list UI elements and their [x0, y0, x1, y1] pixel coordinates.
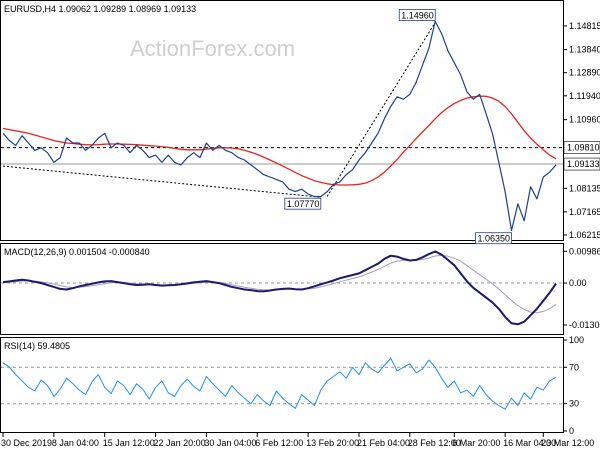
x-tick-label: 15 Jan 12:00 [103, 438, 155, 448]
price-label-box [563, 157, 600, 171]
macd-label: MACD(12,26,9) 0.001504 -0.000840 [4, 247, 150, 257]
macd-axis-tick-label: 0.009862 [569, 246, 600, 256]
trend-line [2, 165, 321, 198]
macd-series-line [2, 250, 557, 326]
price-axis-tick-label: 1.07165 [569, 207, 600, 217]
x-tick-label: 13 Feb 20:00 [306, 438, 359, 448]
macd-panel-frame [0, 243, 564, 335]
annotation-label: 1.07770 [287, 199, 320, 209]
rsi-label: RSI(14) 59.4805 [4, 341, 70, 351]
annotation-box [398, 9, 436, 21]
price-axis-tick-label: 1.14815 [569, 21, 600, 31]
price-header: EURUSD,H4 1.09062 1.09289 1.08969 1.0913… [4, 4, 196, 14]
x-tick-label: 30 Jan 04:00 [204, 438, 256, 448]
x-tick-label: 16 Mar 04:00 [503, 438, 556, 448]
price-layer: 1.14815 1.13840 1.12890 1.11940 1.10960 1.081… [1, 9, 600, 245]
macd-axis-tick-label: -0.013002 [569, 320, 600, 330]
x-tick-label: 22 Jan 20:00 [154, 438, 206, 448]
x-tick-label: 28 Feb 12:00 [408, 438, 461, 448]
annotation-label: 1.06350 [478, 234, 511, 244]
ma-series-line [2, 95, 557, 186]
rsi-axis-tick-label: 100 [569, 335, 584, 345]
price-axis-tick-label: 1.08135 [569, 183, 600, 193]
price-axis-tick-label: 1.12890 [569, 68, 600, 78]
rsi-axis-tick-label: 70 [569, 362, 579, 372]
macd-axis-tick-label: 0.00 [569, 278, 587, 288]
macd-layer: 0.009862 0.00 -0.013002 [1, 246, 600, 330]
price-axis-tick-label: 1.10960 [569, 115, 600, 125]
x-tick-label: 30 Dec 2019 [1, 438, 52, 448]
rsi-panel-frame [0, 337, 564, 433]
rsi-series-line [2, 357, 557, 410]
annotation-label: 1.14960 [401, 10, 434, 20]
x-tick-label: 6 Mar 20:00 [452, 438, 500, 448]
x-tick-label: 21 Feb 04:00 [357, 438, 410, 448]
price-label-box [563, 141, 600, 154]
price-label: 1.09810 [567, 143, 600, 153]
x-tick-label: 6 Feb 12:00 [255, 438, 303, 448]
x-tick-label: 23 Mar 12:00 [541, 438, 594, 448]
annotation-box [284, 197, 322, 210]
price-series-line [2, 20, 557, 232]
trend-line [326, 22, 436, 197]
price-axis-tick-label: 1.11940 [569, 91, 600, 101]
price-label: 1.09133 [567, 159, 600, 169]
rsi-axis-tick-label: 0 [569, 426, 574, 436]
annotation-box [475, 232, 512, 245]
price-panel-frame [0, 0, 564, 241]
price-axis-tick-label: 1.13840 [569, 45, 600, 55]
rsi-layer: 100 70 30 0 [1, 335, 584, 436]
watermark: ActionForex.com [130, 36, 295, 61]
price-axis-tick-label: 1.06215 [569, 230, 600, 240]
rsi-axis-tick-label: 30 [569, 399, 579, 409]
x-tick-label: 8 Jan 04:00 [52, 438, 99, 448]
